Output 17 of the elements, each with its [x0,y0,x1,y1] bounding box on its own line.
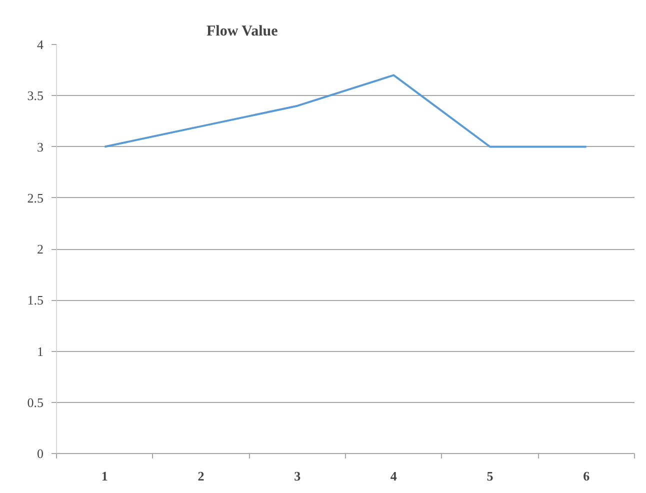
y-tick-label: 0 [37,446,44,461]
y-tick-label: 1 [37,344,44,359]
x-tick-label: 5 [486,468,494,484]
x-tick-label: 1 [101,468,108,484]
y-tick-label: 4 [37,37,44,52]
y-tick-label: 1.5 [27,292,44,308]
line-series [104,74,588,148]
y-tick-label: 3 [37,139,44,154]
y-tick-label: 3.5 [27,88,44,104]
y-tick-label: 0.5 [27,394,44,410]
x-tick-label: 4 [390,468,398,484]
x-tick-label: 2 [198,468,204,484]
x-tick-label: 6 [583,468,590,484]
y-tick-label: 2.5 [27,190,44,206]
y-tick-label: 2 [37,242,44,256]
chart-title: Flow Value [206,24,278,40]
x-tick-label: 3 [294,468,302,484]
